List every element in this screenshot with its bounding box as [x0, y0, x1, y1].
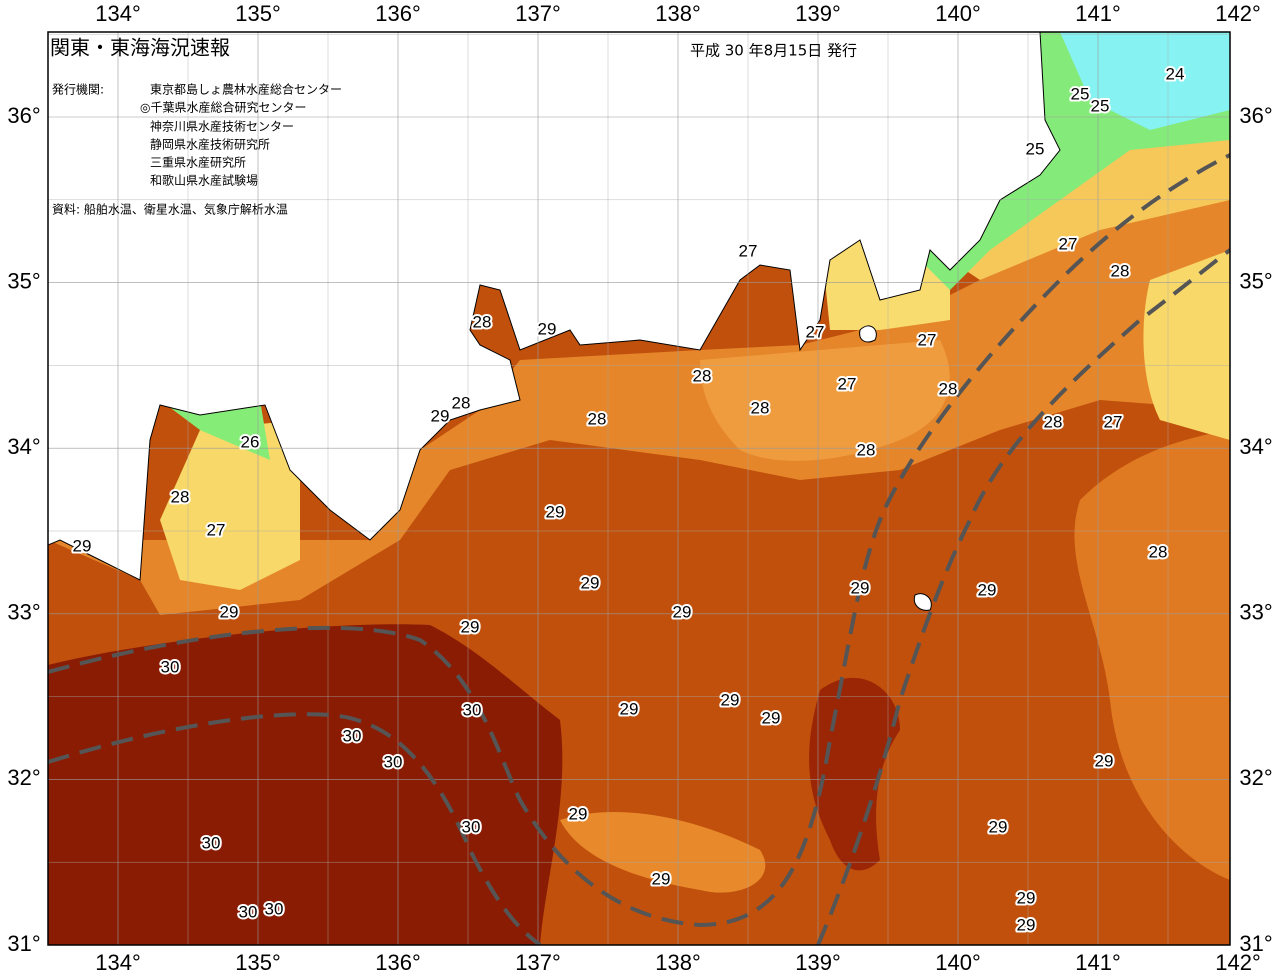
lat-label: 32°	[7, 765, 40, 790]
sea-surface	[48, 32, 1230, 945]
isotherm-label: 29	[620, 699, 639, 718]
lat-label: 34°	[7, 434, 40, 459]
isotherm-label: 29	[220, 602, 239, 621]
source: 資料: 船舶水温、衛星水温、気象庁解析水温	[52, 202, 288, 217]
issuer: 静岡県水産技術研究所	[150, 137, 270, 152]
lon-label: 134°	[95, 1, 141, 26]
isotherm-label: 30	[239, 902, 258, 921]
isotherm-label: 29	[546, 502, 565, 521]
isotherm-label: 30	[463, 700, 482, 719]
isotherm-label: 29	[989, 817, 1008, 836]
isotherm-label: 27	[1104, 412, 1123, 431]
isotherm-label: 28	[1111, 261, 1130, 280]
isotherm-label: 28	[473, 312, 492, 331]
isotherm-label: 25	[1091, 96, 1110, 115]
isotherm-label: 27	[806, 322, 825, 341]
isotherm-label: 28	[171, 487, 190, 506]
isotherm-label: 29	[538, 319, 557, 338]
isotherm-label: 25	[1026, 139, 1045, 158]
lon-label: 139°	[795, 1, 841, 26]
isotherm-label: 29	[978, 580, 997, 599]
lon-label: 137°	[515, 950, 561, 975]
isotherm-label: 27	[207, 520, 226, 539]
isotherm-label: 30	[462, 817, 481, 836]
isotherm-label: 25	[1071, 84, 1090, 103]
isotherm-label: 28	[1044, 412, 1063, 431]
lon-label: 136°	[375, 1, 421, 26]
lon-label: 142°	[1215, 1, 1261, 26]
isotherm-label: 27	[739, 241, 758, 260]
isotherm-label: 28	[693, 366, 712, 385]
lon-label: 140°	[935, 1, 981, 26]
isotherm-label: 29	[73, 536, 92, 555]
isotherm-label: 29	[762, 708, 781, 727]
lon-label: 141°	[1075, 1, 1121, 26]
lat-label: 35°	[7, 268, 40, 293]
lon-label: 139°	[795, 950, 841, 975]
lon-label: 141°	[1075, 950, 1121, 975]
issuer: 和歌山県水産試験場	[150, 173, 258, 188]
lon-label: 136°	[375, 950, 421, 975]
map-frame	[47, 31, 1231, 946]
issue-date: 平成 30 年8月15日 発行	[690, 42, 857, 60]
lat-label: 32°	[1239, 765, 1272, 790]
isotherm-label: 29	[461, 617, 480, 636]
isotherm-label: 29	[581, 573, 600, 592]
isotherm-label: 29	[721, 690, 740, 709]
isotherm-label: 30	[384, 752, 403, 771]
isotherm-label: 27	[918, 330, 937, 349]
isotherm-label: 30	[343, 726, 362, 745]
lon-label: 138°	[655, 1, 701, 26]
isotherm-label: 29	[431, 406, 450, 425]
isotherm-label: 30	[202, 833, 221, 852]
lat-label: 35°	[1239, 268, 1272, 293]
issuer: 神奈川県水産技術センター	[150, 119, 294, 134]
lat-label: 34°	[1239, 434, 1272, 459]
issuer-label: 発行機関:	[52, 82, 104, 97]
kuroshio-axis	[48, 153, 1230, 928]
lon-label: 135°	[235, 950, 281, 975]
isotherm-label: 30	[161, 657, 180, 676]
lat-label: 33°	[1239, 600, 1272, 625]
isotherm-label: 29	[1095, 751, 1114, 770]
isotherm-label: 29	[1017, 888, 1036, 907]
isotherm-label: 28	[588, 409, 607, 428]
issuer: ◎千葉県水産総合研究センター	[140, 100, 306, 115]
lon-label: 142°	[1215, 950, 1261, 975]
kuroshio-axis	[48, 248, 1230, 945]
lon-label: 135°	[235, 1, 281, 26]
isotherm-label: 28	[452, 393, 471, 412]
isotherm-label: 29	[652, 869, 671, 888]
lat-label: 36°	[7, 103, 40, 128]
isotherm-label: 28	[1149, 542, 1168, 561]
lat-label: 36°	[1239, 103, 1272, 128]
isotherm-label: 28	[751, 398, 770, 417]
isotherm-label: 27	[838, 374, 857, 393]
isotherm-label: 29	[569, 804, 588, 823]
isotherm-label: 28	[857, 440, 876, 459]
graticule	[48, 32, 1230, 945]
isotherm-label: 24	[1166, 64, 1185, 83]
isotherm-label: 29	[851, 578, 870, 597]
issuer: 東京都島しょ農林水産総合センター	[150, 82, 342, 97]
lon-label: 138°	[655, 950, 701, 975]
lon-label: 137°	[515, 1, 561, 26]
isotherm-label: 29	[673, 602, 692, 621]
isotherm-label: 26	[241, 432, 260, 451]
isotherm-label: 27	[1059, 234, 1078, 253]
isotherm-label: 29	[1017, 915, 1036, 934]
isotherm-label: 30	[265, 899, 284, 918]
lon-label: 134°	[95, 950, 141, 975]
lat-label: 33°	[7, 600, 40, 625]
issuer: 三重県水産研究所	[150, 155, 246, 170]
lon-label: 140°	[935, 950, 981, 975]
isotherm-label: 28	[939, 379, 958, 398]
lat-label: 31°	[7, 931, 40, 956]
title: 関東・東海海況速報	[50, 36, 230, 60]
lat-label: 31°	[1239, 931, 1272, 956]
